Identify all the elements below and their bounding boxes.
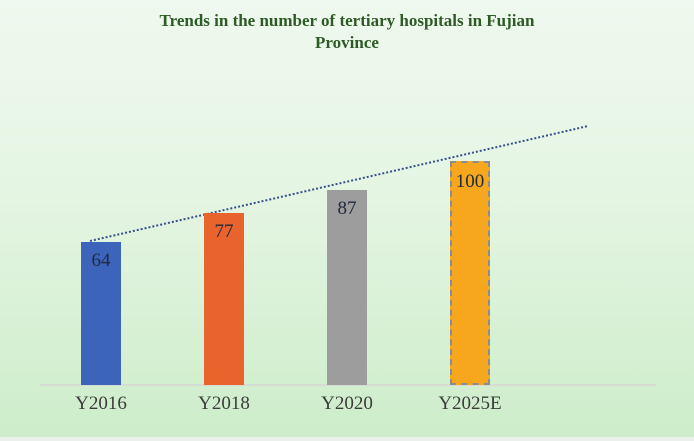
bar-value-label: 87 [337, 198, 357, 219]
x-axis-label-Y2025E: Y2025E [438, 393, 502, 414]
x-axis-label-Y2016: Y2016 [75, 393, 127, 414]
x-axis-line [40, 384, 656, 386]
chart-title-line2: Province [315, 33, 379, 52]
x-axis-label-Y2020: Y2020 [321, 393, 373, 414]
chart-title: Trends in the number of tertiary hospita… [0, 10, 694, 54]
bar-Y2025E: 100 [450, 161, 490, 385]
chart-title-line1: Trends in the number of tertiary hospita… [159, 11, 535, 30]
bar-value-label: 64 [91, 250, 111, 271]
bar-value-label: 77 [214, 221, 234, 242]
bottom-edge-strip [0, 437, 694, 441]
bar-Y2020: 87 [327, 190, 367, 385]
bar-Y2018: 77 [204, 213, 244, 385]
bar-value-label: 100 [455, 171, 485, 192]
x-axis-label-Y2018: Y2018 [198, 393, 250, 414]
bar-Y2016: 64 [81, 242, 121, 385]
